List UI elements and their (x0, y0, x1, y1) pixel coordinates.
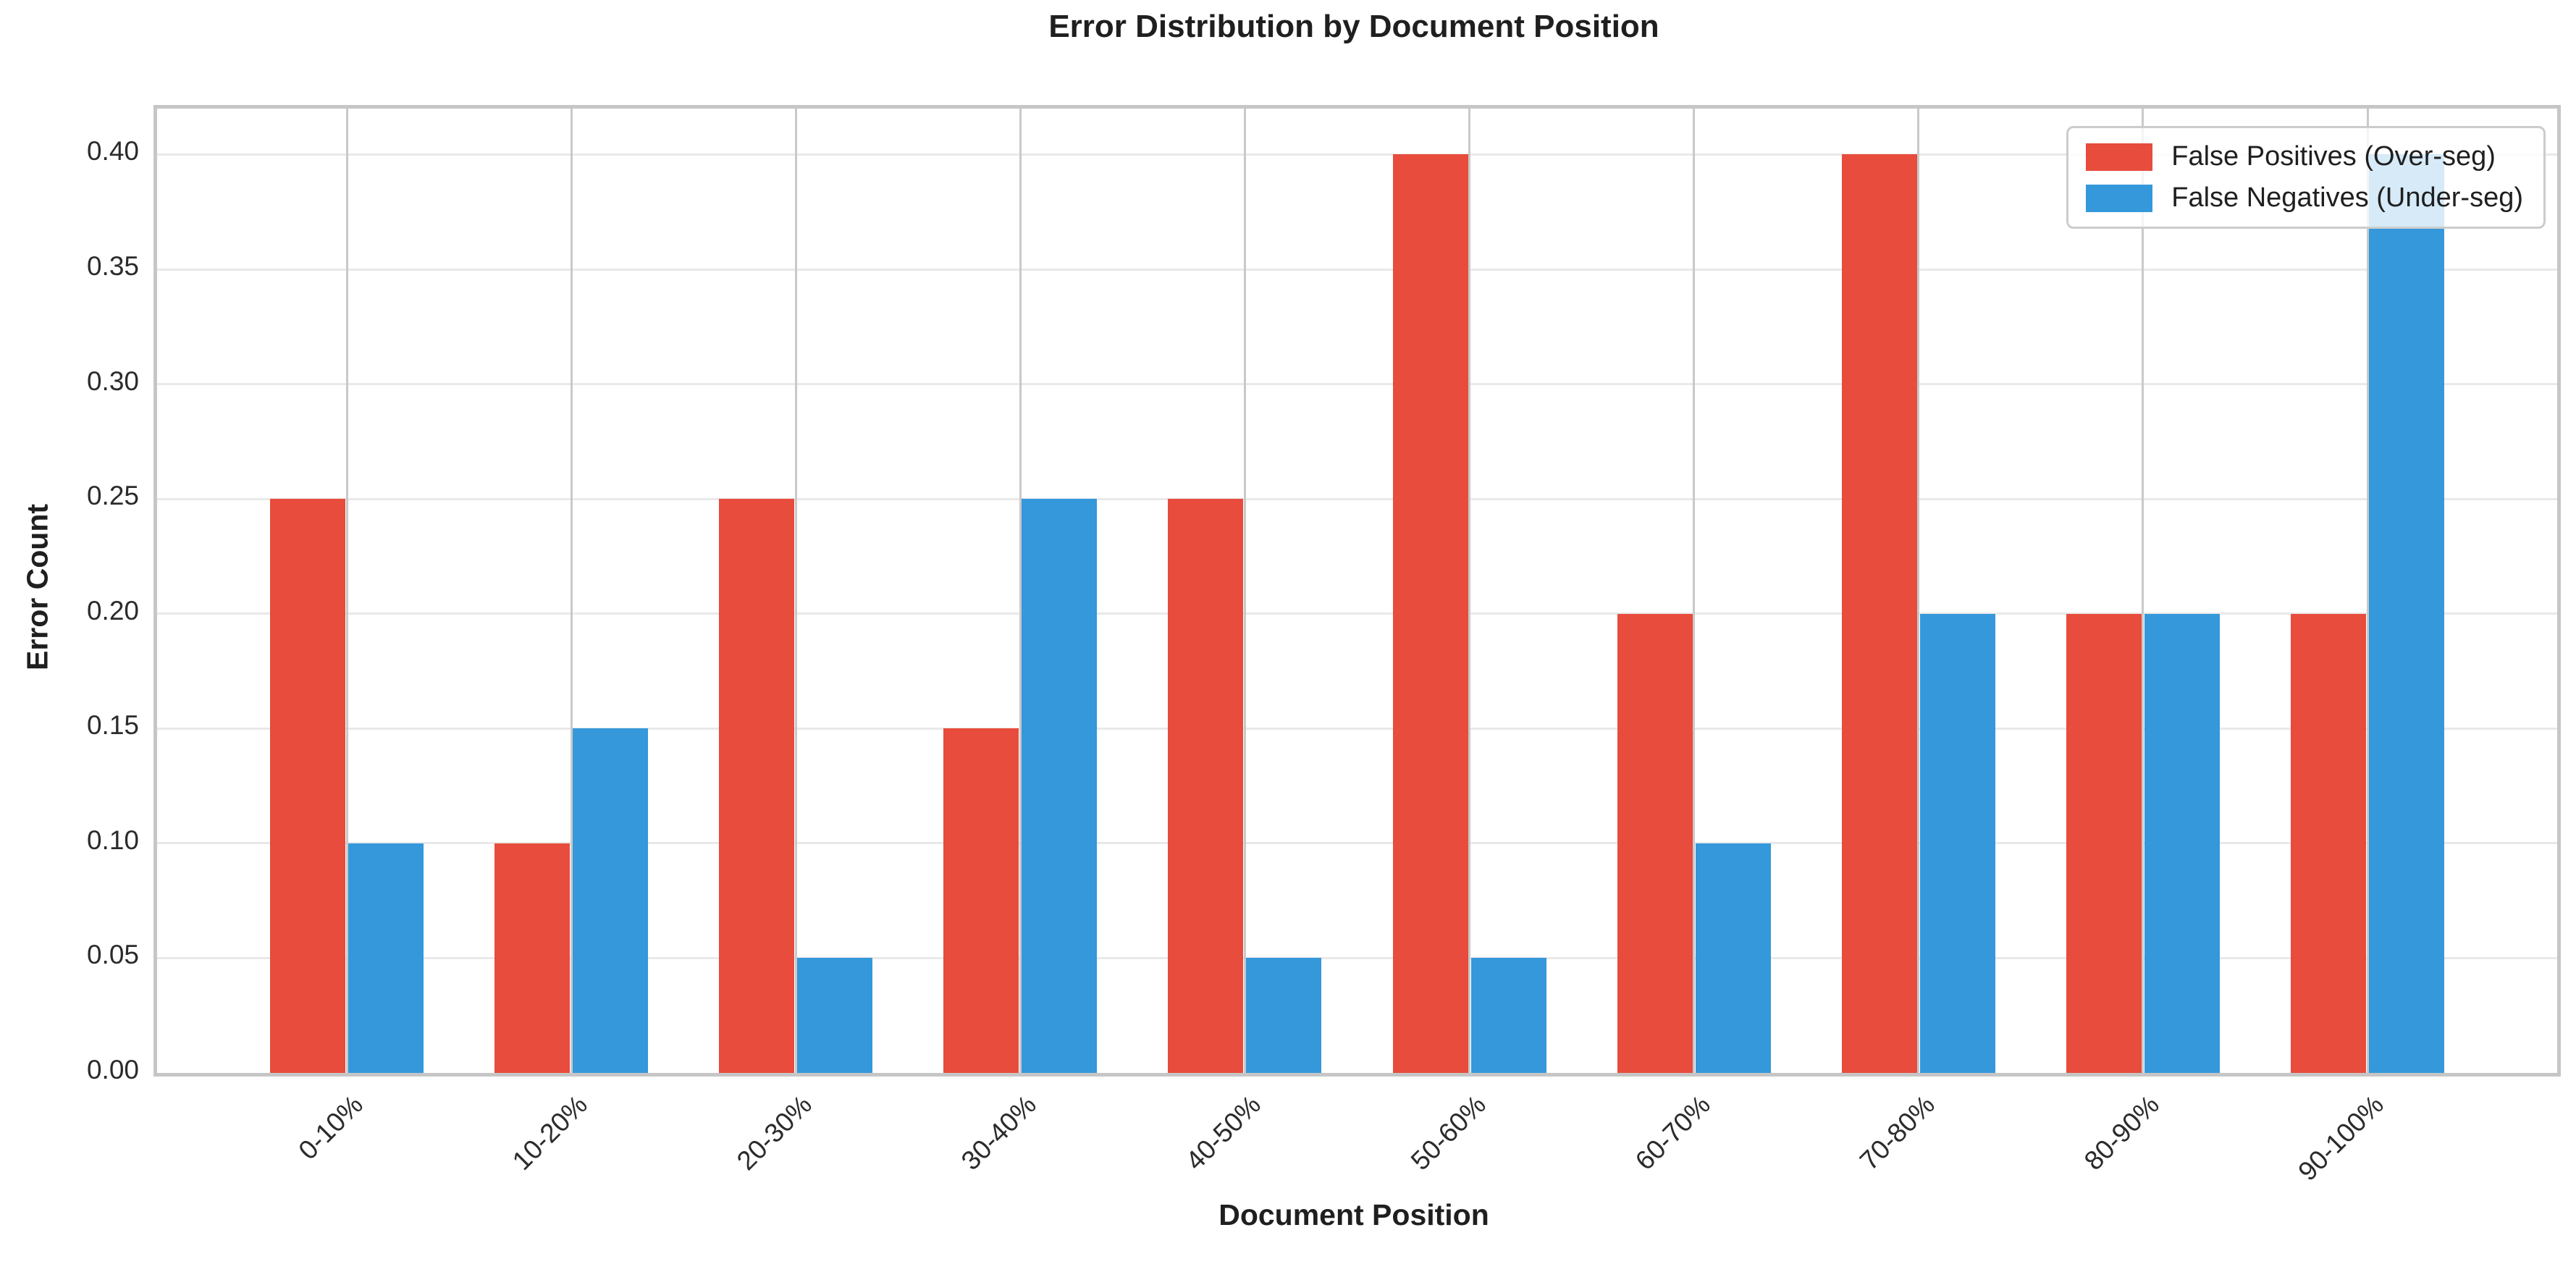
legend-swatch (2086, 143, 2153, 171)
bar-false-negatives (2144, 613, 2220, 1073)
bar-false-negatives (1470, 958, 1546, 1073)
gridline-v (1019, 109, 1022, 1073)
gridline-h (157, 383, 2557, 386)
gridline-h (157, 497, 2557, 500)
bar-false-negatives (1246, 958, 1322, 1073)
x-tick-label: 90-100% (2292, 1090, 2389, 1187)
y-tick-label: 0.35 (86, 251, 139, 281)
y-tick-label: 0.30 (86, 366, 139, 396)
gridline-v (1468, 109, 1471, 1073)
gridline-v (2366, 109, 2369, 1073)
x-axis-label: Document Position (1218, 1198, 1489, 1231)
gridline-v (1243, 109, 1246, 1073)
x-tick-label: 30-40% (956, 1090, 1043, 1176)
bar-false-negatives (2369, 154, 2444, 1073)
gridline-h (157, 727, 2557, 730)
bar-false-negatives (573, 728, 649, 1073)
y-tick-label: 0.10 (86, 825, 139, 855)
y-tick-label: 0.15 (86, 710, 139, 741)
gridline-h (157, 956, 2557, 959)
legend-label: False Negatives (Under-seg) (2171, 182, 2523, 213)
y-tick-label: 0.20 (86, 595, 139, 626)
chart-title: Error Distribution by Document Position (1048, 9, 1659, 44)
bar-false-positives (494, 843, 571, 1073)
gridline-h (157, 153, 2557, 156)
bar-false-positives (1392, 154, 1468, 1073)
x-tick-label: 50-60% (1405, 1090, 1491, 1176)
y-tick-label: 0.00 (86, 1055, 139, 1084)
gridline-v (570, 109, 573, 1073)
bar-false-positives (1617, 613, 1693, 1073)
x-tick-label: 20-30% (731, 1090, 818, 1176)
bar-false-negatives (797, 958, 873, 1073)
x-tick-label: 40-50% (1180, 1090, 1267, 1176)
legend-label: False Positives (Over-seg) (2171, 141, 2496, 172)
bar-false-positives (2066, 613, 2142, 1073)
bar-false-negatives (1919, 613, 1995, 1073)
bar-false-positives (2291, 613, 2366, 1073)
gridline-v (794, 109, 797, 1073)
gridline-v (2142, 109, 2144, 1073)
gridline-v (1917, 109, 1920, 1073)
gridline-v (345, 109, 348, 1073)
bar-false-positives (943, 728, 1019, 1073)
legend-item: False Negatives (Under-seg) (2086, 182, 2523, 214)
bar-false-positives (270, 499, 345, 1073)
gridline-h (157, 612, 2557, 615)
legend-swatch (2086, 184, 2153, 212)
y-tick-label: 0.40 (86, 136, 139, 167)
bar-false-negatives (1695, 843, 1771, 1073)
x-tick-label: 80-90% (2078, 1090, 2165, 1176)
legend: False Positives (Over-seg) False Negative… (2066, 126, 2546, 229)
y-tick-label: 0.25 (86, 481, 139, 511)
bar-false-negatives (1022, 499, 1098, 1073)
x-tick-label: 0-10% (292, 1090, 369, 1166)
x-tick-label: 60-70% (1629, 1090, 1716, 1176)
y-tick-label: 0.05 (86, 940, 139, 970)
bar-false-positives (1168, 499, 1244, 1073)
plot-area: False Positives (Over-seg) False Negative… (153, 105, 2561, 1077)
bar-false-positives (719, 499, 795, 1073)
gridline-h (157, 268, 2557, 271)
bar-false-negatives (348, 843, 424, 1073)
gridline-h (157, 842, 2557, 845)
y-axis-label: Error Count (20, 503, 54, 671)
legend-item: False Positives (Over-seg) (2086, 141, 2523, 172)
x-tick-label: 70-80% (1853, 1090, 1940, 1176)
x-tick-label: 10-20% (506, 1090, 594, 1176)
bar-false-positives (1841, 154, 1917, 1073)
gridline-v (1693, 109, 1696, 1073)
